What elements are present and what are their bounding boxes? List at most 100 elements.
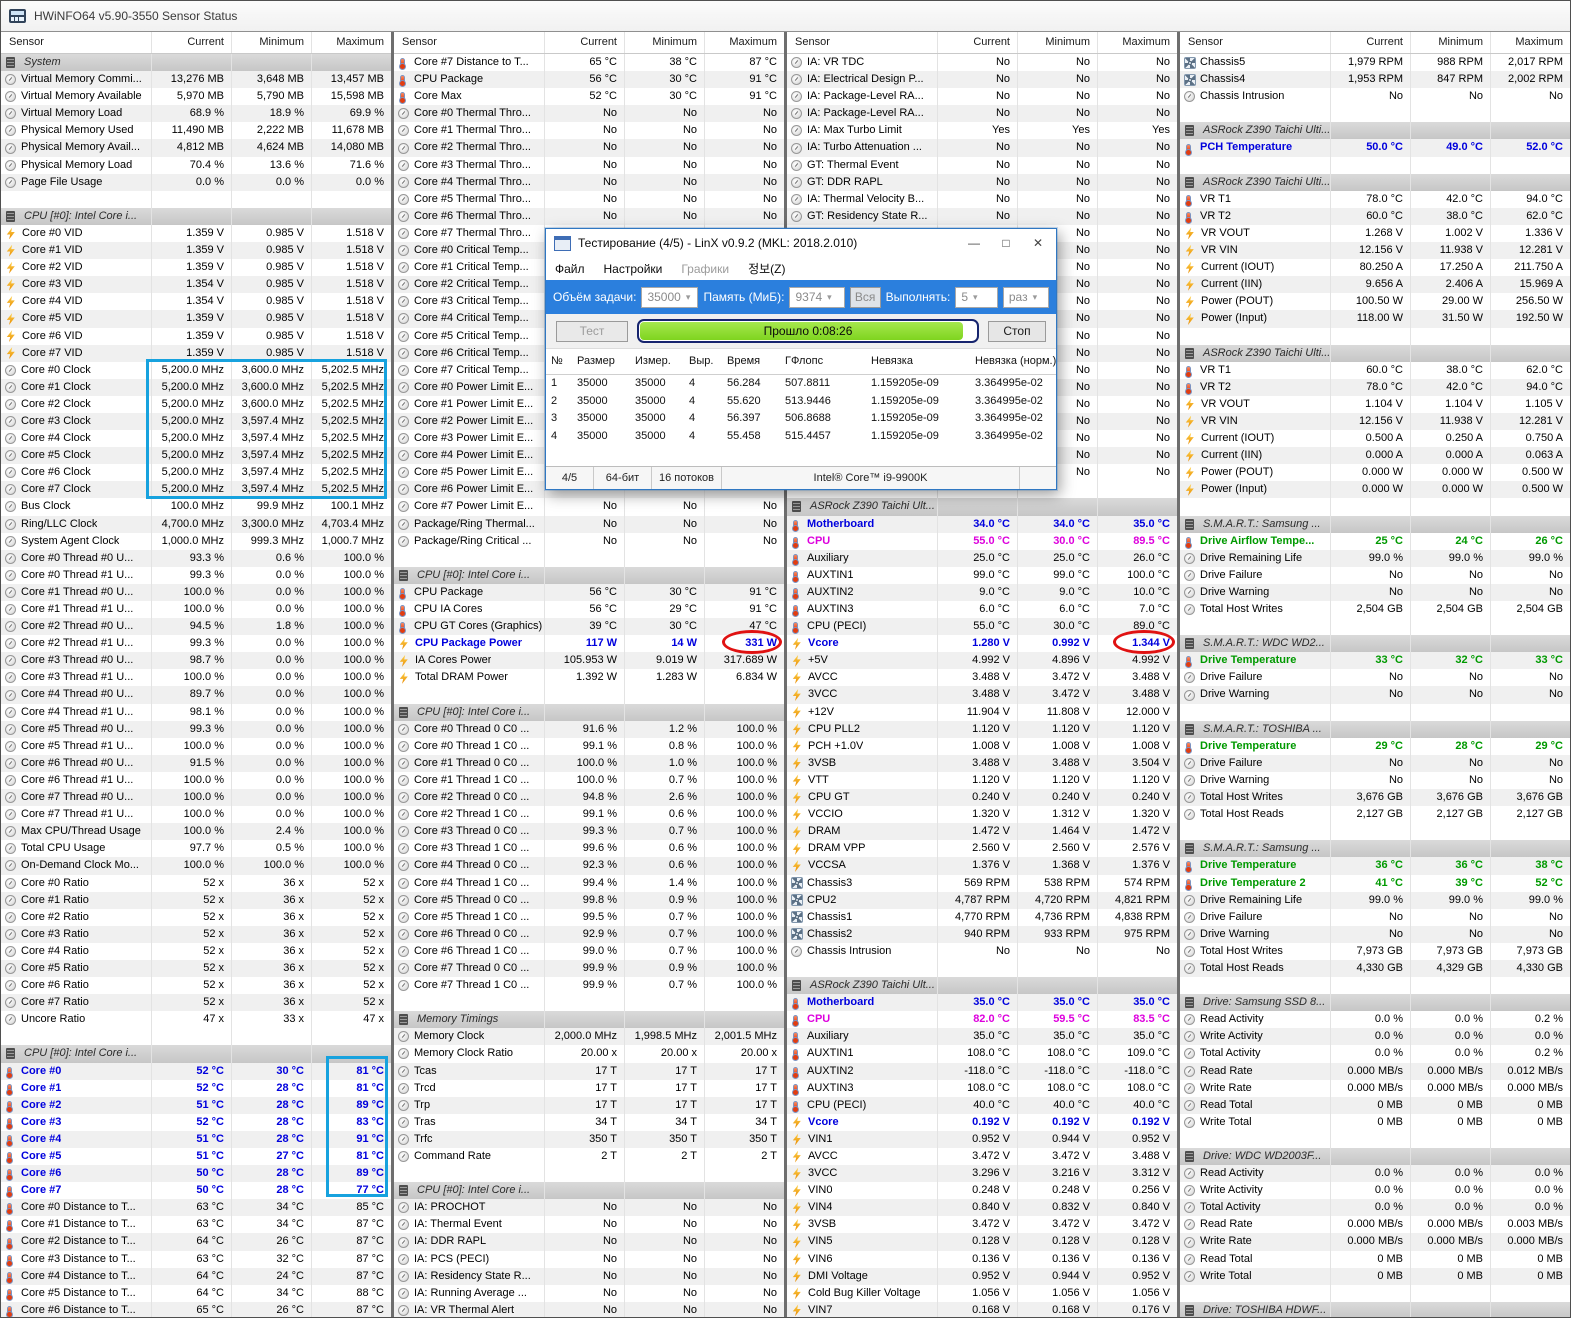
run-unit-combobox[interactable]: раз ▾ [1002, 286, 1049, 308]
sensor-row[interactable]: AUXTIN2 9.0 °C 9.0 °C 10.0 °C [787, 583, 1177, 601]
sensor-row[interactable]: Core #0 Thermal Thro... No No No [394, 105, 784, 123]
sensor-row[interactable]: Tras 34 T 34 T 34 T [394, 1113, 784, 1131]
sensor-row[interactable]: CPU GT 0.240 V 0.240 V 0.240 V [787, 789, 1177, 807]
sensor-row[interactable]: Core #3 Thread 0 C0 ... 99.3 % 0.7 % 100.0 … [394, 823, 784, 841]
sensor-row[interactable]: Core #7 Thread #0 U... 100.0 % 0.0 % 100.0 … [1, 789, 391, 807]
sensor-row[interactable]: 3VSB 3.488 V 3.488 V 3.504 V [787, 754, 1177, 772]
sensor-row[interactable]: Core #7 Ratio 52 x 36 x 52 x [1, 994, 391, 1012]
column-header-maximum[interactable]: Maximum [1490, 32, 1570, 53]
run-count-combobox[interactable]: 5 ▾ [955, 286, 998, 308]
column-header-minimum[interactable]: Minimum [1410, 32, 1490, 53]
sensor-row[interactable]: IA: Turbo Attenuation ... No No No [787, 139, 1177, 157]
sensor-row[interactable]: Core #5 Thread #1 U... 100.0 % 0.0 % 100.0 … [1, 737, 391, 755]
sensor-row[interactable]: +12V 11.904 V 11.808 V 12.000 V [787, 703, 1177, 721]
sensor-row[interactable]: VTT 1.120 V 1.120 V 1.120 V [787, 771, 1177, 790]
sensor-row[interactable]: AUXTIN3 108.0 °C 108.0 °C 108.0 °C [787, 1079, 1177, 1097]
results-row[interactable]: 2 35000 35000 4 55.620 513.9446 1.159205e-09 3.… [546, 393, 1056, 411]
sensor-row[interactable]: Power (Input) 0.000 W 0.000 W 0.500 W [1180, 481, 1570, 499]
section-header-row[interactable]: S.M.A.R.T.: Samsung ... [1180, 515, 1570, 533]
sensor-row[interactable]: Core #0 Clock 5,200.0 MHz 3,600.0 MHz 5,202… [1, 361, 391, 379]
sensor-row[interactable]: Read Activity 0.0 % 0.0 % 0.2 % [1180, 1011, 1570, 1029]
section-header-row[interactable]: ASRock Z390 Taichi Ulti... [1180, 173, 1570, 191]
sensor-row[interactable]: Physical Memory Avail... 4,812 MB 4,624 MB… [1, 139, 391, 157]
sensor-row[interactable]: Chassis4 1,953 RPM 847 RPM 2,002 RPM [1180, 71, 1570, 89]
linx-titlebar[interactable]: Тестирование (4/5) - LinX v0.9.2 (MKL: 2… [546, 229, 1056, 257]
sensor-row[interactable]: VR T2 60.0 °C 38.0 °C 62.0 °C [1180, 207, 1570, 225]
sensor-row[interactable]: CPU2 4,787 RPM 4,720 RPM 4,821 RPM [787, 891, 1177, 909]
column-header-sensor[interactable]: Sensor [402, 36, 437, 48]
sensor-row[interactable]: VCCIO 1.320 V 1.312 V 1.320 V [787, 806, 1177, 824]
sensor-row[interactable]: Drive Failure No No No [1180, 669, 1570, 687]
sensor-row[interactable]: Core #3 Ratio 52 x 36 x 52 x [1, 925, 391, 943]
section-header-row[interactable]: ASRock Z390 Taichi Ult... [787, 977, 1177, 995]
sensor-row[interactable]: Core #3 Thermal Thro... No No No [394, 156, 784, 174]
sensor-row[interactable]: Core #4 Ratio 52 x 36 x 52 x [1, 942, 391, 960]
minimize-icon[interactable]: — [968, 236, 980, 250]
sensor-row[interactable]: CPU Package 56 °C 30 °C 91 °C [394, 583, 784, 601]
sensor-row[interactable]: Core #1 52 °C 28 °C 81 °C [1, 1079, 391, 1097]
sensor-row[interactable]: Core #2 Thread #0 U... 94.5 % 1.8 % 100.0 % [1, 618, 391, 636]
column-header-minimum[interactable]: Minimum [624, 32, 704, 53]
sensor-row[interactable]: System Agent Clock 1,000.0 MHz 999.3 MHz 1,… [1, 532, 391, 550]
sensor-row[interactable]: Core #2 Ratio 52 x 36 x 52 x [1, 908, 391, 926]
results-row[interactable]: 1 35000 35000 4 56.284 507.8811 1.159205e-09 3.… [546, 375, 1056, 393]
column-header-current[interactable]: Current [1330, 32, 1410, 53]
sensor-row[interactable]: Drive Warning No No No [1180, 771, 1570, 790]
sensor-row[interactable]: Core #1 Thread 0 C0 ... 100.0 % 1.0 % 100.0… [394, 754, 784, 772]
sensor-row[interactable]: Current (IOUT) 80.250 A 17.250 A 211.750 A [1180, 259, 1570, 277]
sensor-row[interactable]: Chassis Intrusion No No No [1180, 88, 1570, 106]
sensor-row[interactable]: CPU IA Cores 56 °C 29 °C 91 °C [394, 601, 784, 619]
sensor-row[interactable]: Core #5 Ratio 52 x 36 x 52 x [1, 959, 391, 978]
sensor-row[interactable]: Core #1 Critical Temp... [394, 259, 784, 277]
sensor-row[interactable]: IA: Package-Level RA... No No No [787, 88, 1177, 106]
sensor-row[interactable]: Auxiliary 25.0 °C 25.0 °C 26.0 °C [787, 549, 1177, 567]
sensor-row[interactable]: Drive Airflow Tempe... 25 °C 24 °C 26 °C [1180, 532, 1570, 550]
sensor-row[interactable]: 3VSB 3.472 V 3.472 V 3.472 V [787, 1216, 1177, 1234]
column-header-current[interactable]: Current [937, 32, 1017, 53]
sensor-row[interactable]: Core #4 VID 1.354 V 0.985 V 1.518 V [1, 293, 391, 311]
all-memory-button[interactable]: Вся [849, 286, 881, 308]
sensor-row[interactable]: IA: Package-Level RA... No No No [787, 105, 1177, 123]
sensor-row[interactable]: GT: Residency State R... No No No [787, 207, 1177, 225]
sensor-row[interactable]: Core Max 52 °C 30 °C 91 °C [394, 88, 784, 106]
sensor-row[interactable]: Core #2 51 °C 28 °C 89 °C [1, 1096, 391, 1114]
results-row[interactable]: 3 35000 35000 4 56.397 506.8688 1.159205e-09 3.… [546, 410, 1056, 428]
sensor-row[interactable]: Current (IIN) 9.656 A 2.406 A 15.969 A [1180, 276, 1570, 294]
sensor-row[interactable]: Core #6 Thread 0 C0 ... 92.9 % 0.7 % 100.0 … [394, 925, 784, 943]
sensor-row[interactable]: IA: Running Average ... No No No [394, 1284, 784, 1302]
sensor-row[interactable]: IA: Thermal Velocity B... No No No [787, 190, 1177, 208]
sensor-row[interactable]: Physical Memory Load 70.4 % 13.6 % 71.6 % [1, 156, 391, 174]
sensor-row[interactable]: Chassis3 569 RPM 538 RPM 574 RPM [787, 874, 1177, 892]
stop-button[interactable]: Стоп [988, 320, 1046, 342]
results-row[interactable]: 4 35000 35000 4 55.458 515.4457 1.159205e-09 3.… [546, 428, 1056, 446]
sensor-row[interactable]: Core #5 51 °C 27 °C 81 °C [1, 1148, 391, 1166]
sensor-row[interactable]: Core #6 Clock 5,200.0 MHz 3,597.4 MHz 5,202… [1, 464, 391, 482]
sensor-row[interactable]: Core #7 VID 1.359 V 0.985 V 1.518 V [1, 344, 391, 362]
sensor-row[interactable]: Drive Remaining Life 99.0 % 99.0 % 99.0 % [1180, 891, 1570, 909]
sensor-row[interactable]: Core #6 50 °C 28 °C 89 °C [1, 1165, 391, 1183]
sensor-row[interactable]: Cold Bug Killer Voltage 1.056 V 1.056 V 1.0… [787, 1284, 1177, 1302]
sensor-row[interactable]: Core #0 Thread #1 U... 99.3 % 0.0 % 100.0 % [1, 566, 391, 584]
sensor-row[interactable]: Core #1 Thread #1 U... 100.0 % 0.0 % 100.0 … [1, 601, 391, 619]
sensor-row[interactable]: Core #0 Thread 0 C0 ... 91.6 % 1.2 % 100.0 … [394, 720, 784, 738]
sensor-row[interactable]: Write Total 0 MB 0 MB 0 MB [1180, 1267, 1570, 1285]
sensor-row[interactable]: Current (IIN) 0.000 A 0.000 A 0.063 A [1180, 447, 1570, 465]
sensor-row[interactable]: Uncore Ratio 47 x 33 x 47 x [1, 1011, 391, 1029]
sensor-row[interactable]: Core #5 VID 1.359 V 0.985 V 1.518 V [1, 310, 391, 328]
sensor-row[interactable]: Core #0 Distance to T... 63 °C 34 °C 85 °C [1, 1199, 391, 1217]
sensor-row[interactable]: Write Rate 0.000 MB/s 0.000 MB/s 0.000 MB/s [1180, 1233, 1570, 1251]
sensor-row[interactable]: CPU PLL2 1.120 V 1.120 V 1.120 V [787, 720, 1177, 738]
sensor-row[interactable]: Total Host Reads 2,127 GB 2,127 GB 2,127 GB [1180, 806, 1570, 824]
section-header-row[interactable]: CPU [#0]: Intel Core i... [394, 566, 784, 584]
sensor-row[interactable]: Core #5 Thread #0 U... 99.3 % 0.0 % 100.0 % [1, 720, 391, 738]
section-header-row[interactable]: Drive: Samsung SSD 8... [1180, 994, 1570, 1012]
sensor-row[interactable]: VR T1 78.0 °C 42.0 °C 94.0 °C [1180, 190, 1570, 208]
sensor-row[interactable]: Total Activity 0.0 % 0.0 % 0.2 % [1180, 1045, 1570, 1063]
sensor-row[interactable]: Core #4 Thread #0 U... 89.7 % 0.0 % 100.0 % [1, 686, 391, 704]
sensor-row[interactable]: Power (POUT) 100.50 W 29.00 W 256.50 W [1180, 293, 1570, 311]
sensor-row[interactable]: VIN0 0.248 V 0.248 V 0.256 V [787, 1182, 1177, 1200]
sensor-row[interactable]: Core #7 Thread #1 U... 100.0 % 0.0 % 100.0 … [1, 806, 391, 824]
sensor-row[interactable]: Read Activity 0.0 % 0.0 % 0.0 % [1180, 1165, 1570, 1183]
sensor-row[interactable]: Write Rate 0.000 MB/s 0.000 MB/s 0.000 MB/s [1180, 1079, 1570, 1097]
sensor-row[interactable]: Read Rate 0.000 MB/s 0.000 MB/s 0.003 MB/s [1180, 1216, 1570, 1234]
